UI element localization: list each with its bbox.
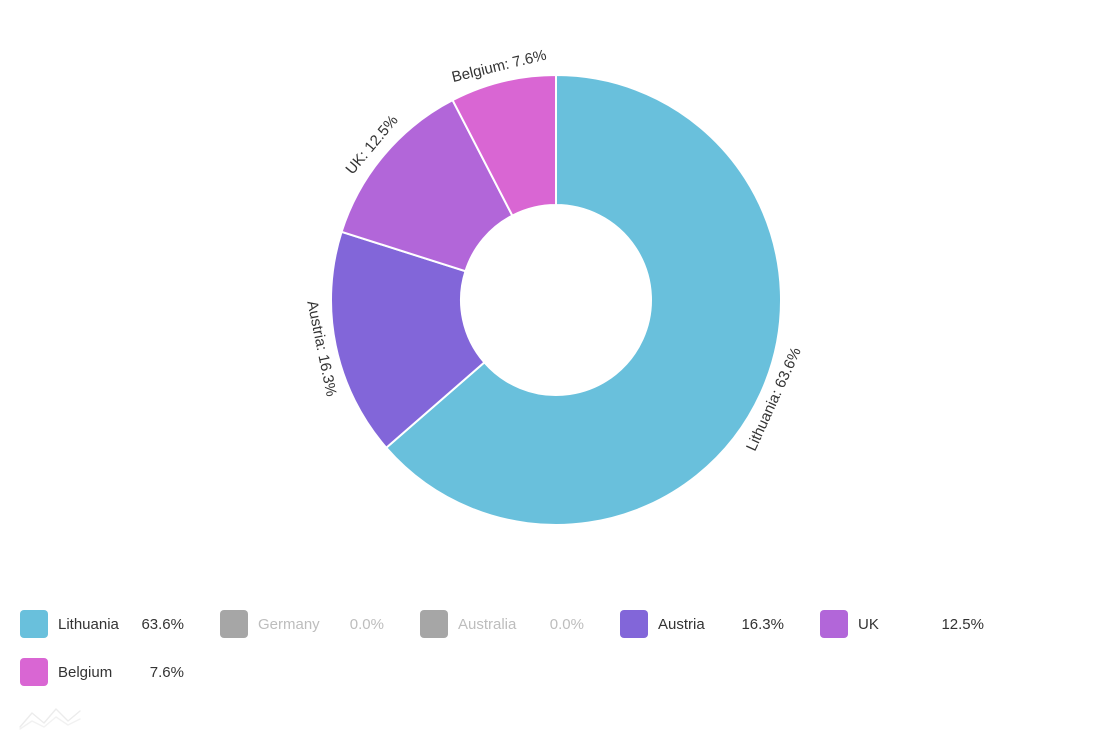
legend-label: Lithuania	[58, 616, 130, 633]
legend-value: 16.3%	[740, 616, 784, 633]
legend-label: Belgium	[58, 664, 130, 681]
donut-chart: Lithuania: 63.6%Austria: 16.3%UK: 12.5%B…	[0, 0, 1113, 600]
legend-item-lithuania[interactable]: Lithuania 63.6%	[20, 610, 184, 638]
legend-label: UK	[858, 616, 930, 633]
legend-swatch	[20, 610, 48, 638]
legend-value: 12.5%	[940, 616, 984, 633]
legend-item-germany[interactable]: Germany 0.0%	[220, 610, 384, 638]
legend-value: 0.0%	[540, 616, 584, 633]
donut-svg: Lithuania: 63.6%Austria: 16.3%UK: 12.5%B…	[0, 0, 1113, 600]
legend-value: 63.6%	[140, 616, 184, 633]
legend-swatch	[20, 658, 48, 686]
legend-label: Germany	[258, 616, 330, 633]
legend-item-belgium[interactable]: Belgium 7.6%	[20, 658, 184, 686]
legend-item-australia[interactable]: Australia 0.0%	[420, 610, 584, 638]
legend-value: 7.6%	[140, 664, 184, 681]
legend-label: Austria	[658, 616, 730, 633]
legend-swatch	[820, 610, 848, 638]
legend-swatch	[620, 610, 648, 638]
legend-label: Australia	[458, 616, 530, 633]
legend-swatch	[220, 610, 248, 638]
legend-item-austria[interactable]: Austria 16.3%	[620, 610, 784, 638]
legend-swatch	[420, 610, 448, 638]
chart-legend: Lithuania63.6%Germany0.0%Australia0.0%Au…	[20, 610, 1093, 686]
legend-value: 0.0%	[340, 616, 384, 633]
legend-item-uk[interactable]: UK 12.5%	[820, 610, 984, 638]
amcharts-watermark	[18, 707, 82, 736]
